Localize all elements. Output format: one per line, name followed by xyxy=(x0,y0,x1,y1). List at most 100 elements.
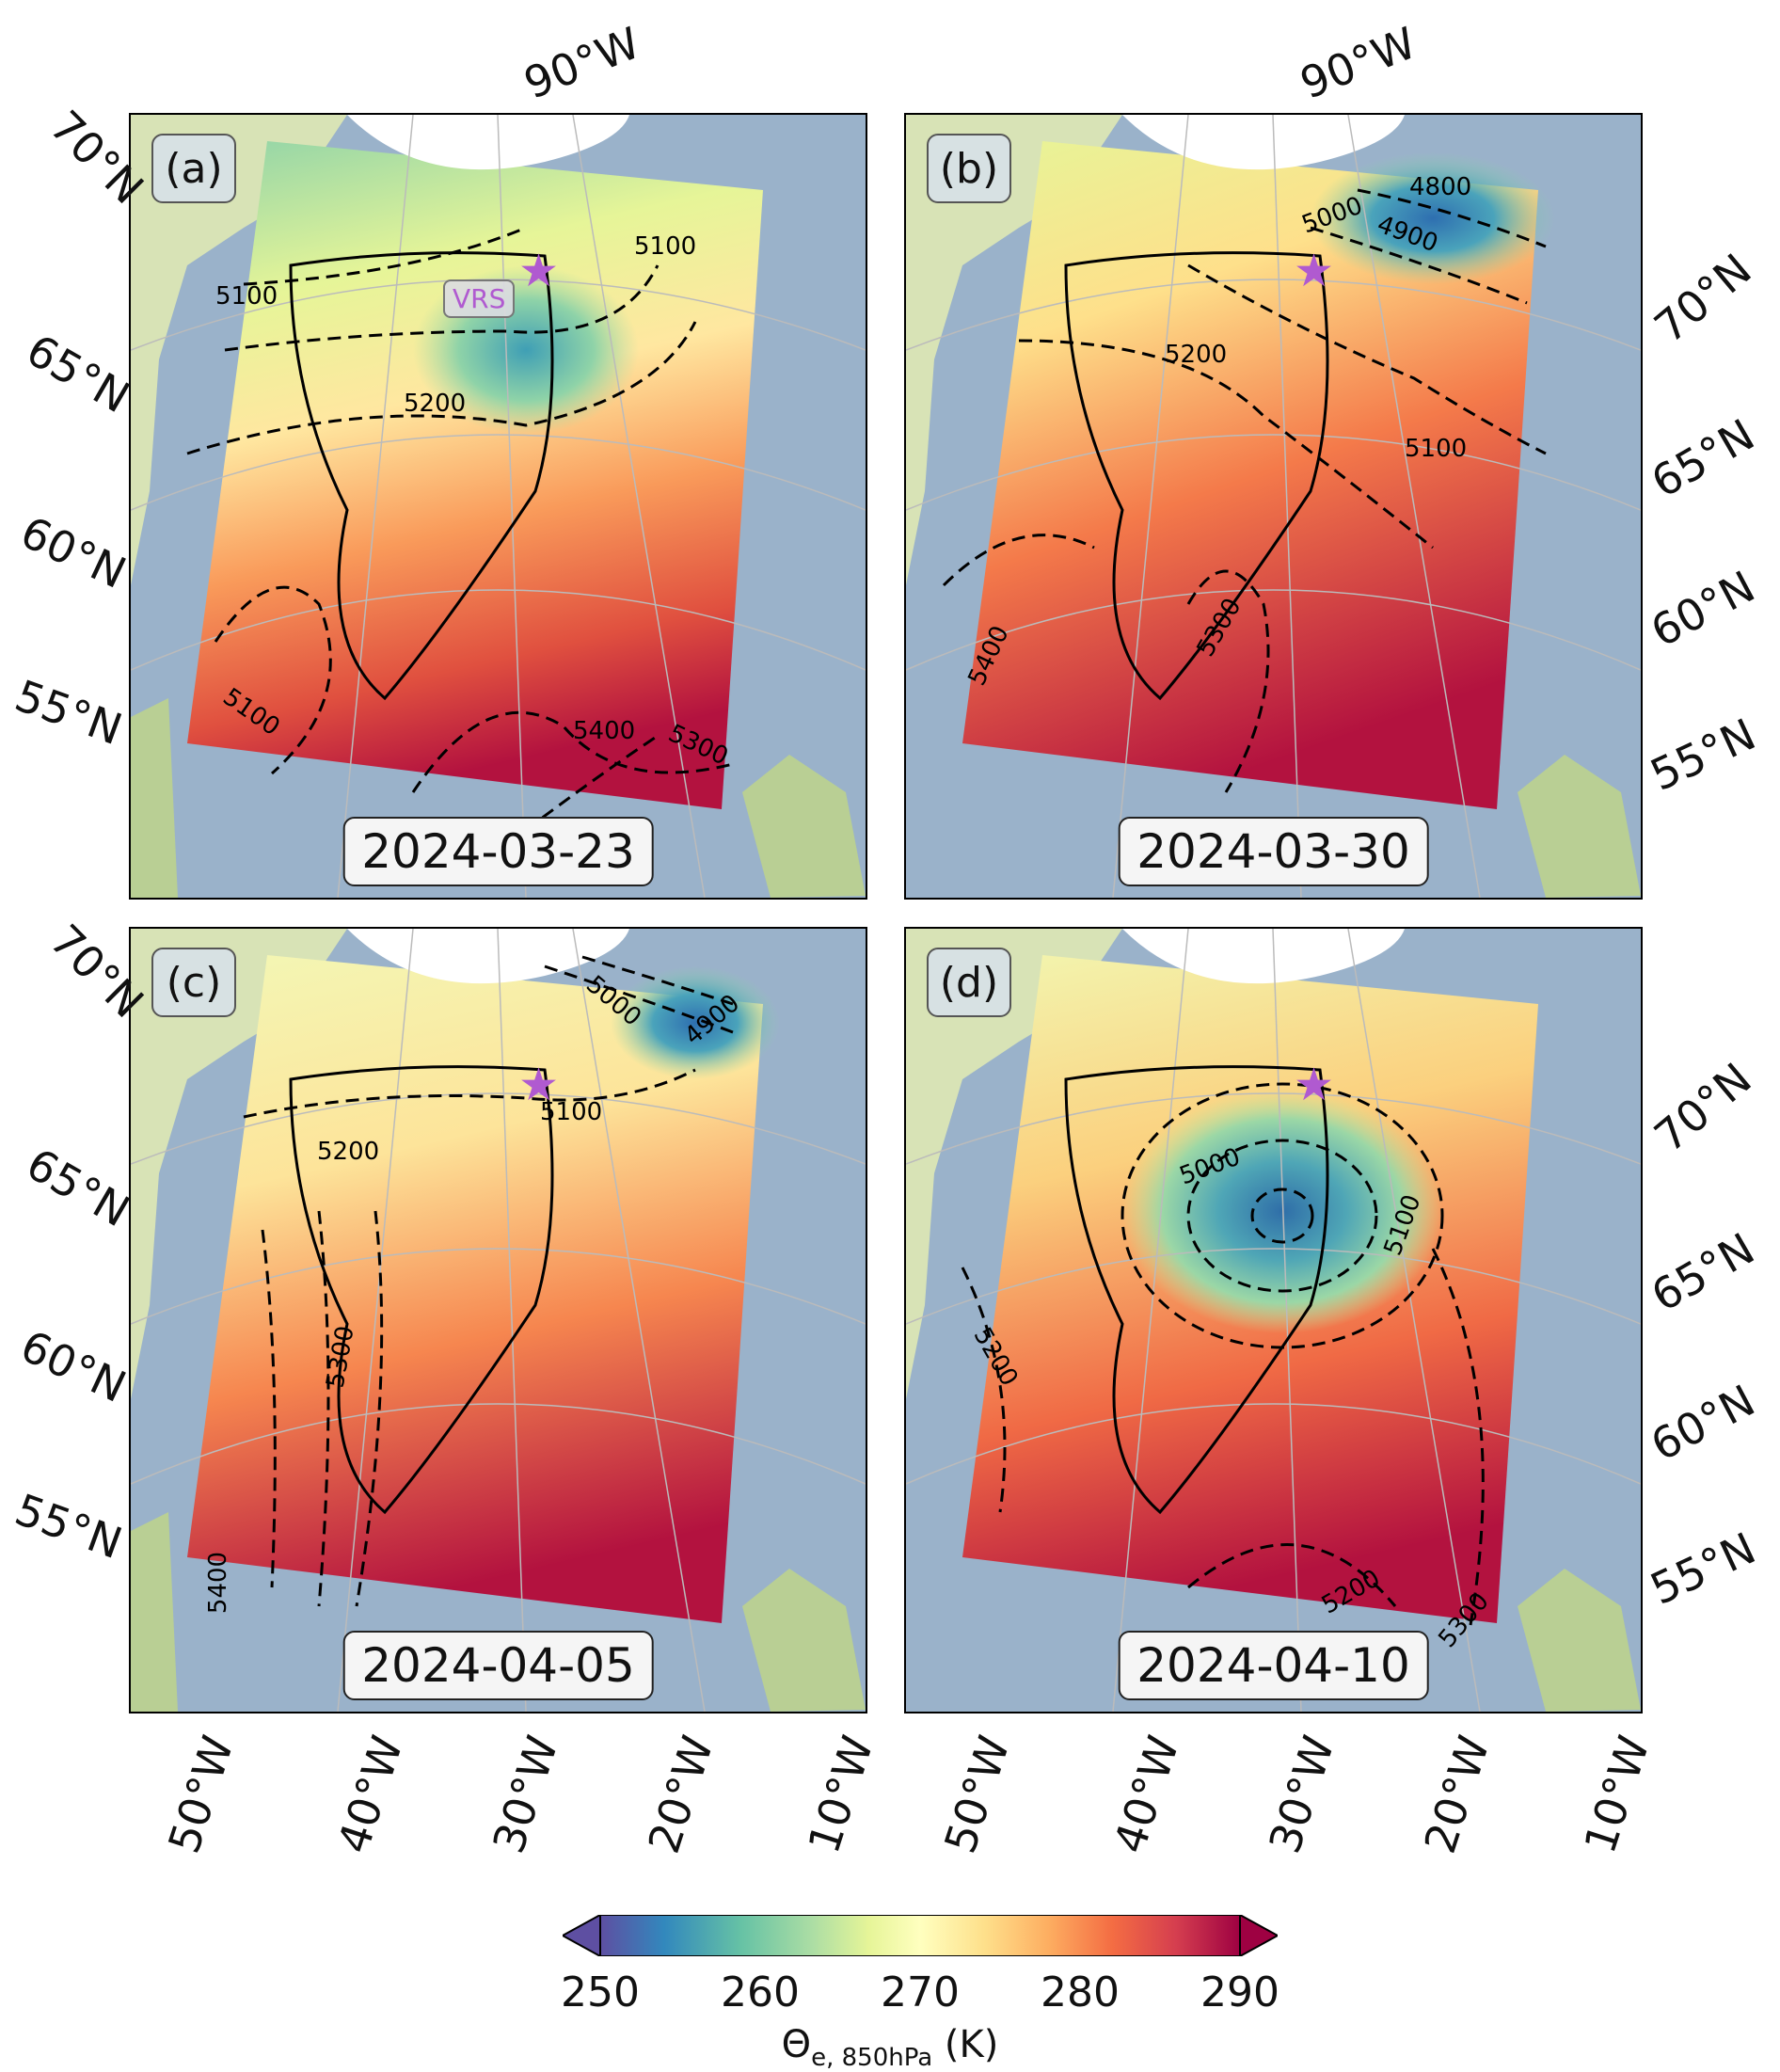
contour-label: 5100 xyxy=(215,282,278,311)
colorbar-max-arrow xyxy=(1239,1915,1278,1956)
lat-label-right: 55°N xyxy=(1643,709,1763,801)
lon-label: 10°W xyxy=(1574,1729,1660,1859)
lon-label: 20°W xyxy=(1414,1729,1500,1859)
cold-anomaly xyxy=(1122,1089,1442,1333)
station-marker: ★ xyxy=(1294,1059,1335,1111)
contour-label: 5100 xyxy=(540,1098,603,1126)
lat-label-left: 60°N xyxy=(13,506,134,598)
land-labrador xyxy=(131,1512,178,1712)
date-box: 2024-03-23 xyxy=(342,817,654,886)
lat-label-right: 60°N xyxy=(1643,1374,1763,1472)
lon-label: 40°W xyxy=(327,1729,413,1859)
graticule xyxy=(131,929,866,1712)
land-europe xyxy=(1518,755,1641,898)
lon-label: 30°W xyxy=(1259,1729,1344,1859)
lat-label-right: 65°N xyxy=(1643,408,1763,508)
lat-label-left: 65°N xyxy=(18,324,138,423)
colorbar-tick: 250 xyxy=(561,1968,640,2016)
lon-label: 50°W xyxy=(158,1729,244,1859)
contour-lines xyxy=(186,226,734,832)
panel-label: (c) xyxy=(151,948,236,1017)
contour-label: 5200 xyxy=(317,1138,380,1166)
contour-lines xyxy=(961,1082,1485,1626)
contour-label: 4800 xyxy=(1409,173,1472,201)
colorbar-label-sub: e, 850hPa xyxy=(811,2044,933,2072)
date-box: 2024-03-30 xyxy=(1118,817,1429,886)
colorbar-label-symbol: Θ xyxy=(781,2023,812,2066)
lat-label-left: 60°N xyxy=(13,1320,134,1412)
contour-label: 5400 xyxy=(204,1551,233,1615)
land-canada xyxy=(906,115,1122,585)
colorbar-label-unit: (K) xyxy=(944,2023,999,2066)
date-box: 2024-04-05 xyxy=(342,1631,654,1700)
station-marker: ★ xyxy=(518,245,560,297)
contour-label: 5100 xyxy=(634,232,697,261)
panel-b: (b) ★ 4800 4900 5000 5200 5100 5400 5300… xyxy=(904,113,1643,900)
contour-lines xyxy=(942,188,1547,793)
colorbar-tick: 290 xyxy=(1200,1968,1279,2016)
map-panel-d xyxy=(906,929,1641,1712)
lat-label-left: 65°N xyxy=(18,1138,138,1237)
polar-cap xyxy=(1122,115,1405,170)
lat-label-right: 60°N xyxy=(1643,560,1763,658)
panel-label: (b) xyxy=(927,134,1011,203)
panel-a: (a) VRS ★ 5100 5100 5200 5100 5400 5300 … xyxy=(129,113,867,900)
map-panel-b xyxy=(906,115,1641,898)
lon-label: 50°W xyxy=(934,1729,1020,1859)
land-labrador xyxy=(131,698,178,898)
land-europe xyxy=(1518,1569,1641,1712)
polar-cap xyxy=(1122,929,1405,984)
map-panel-c xyxy=(131,929,866,1712)
colorbar-tick: 260 xyxy=(721,1968,800,2016)
land-canada xyxy=(131,115,347,585)
lat-label-left: 55°N xyxy=(8,1483,129,1570)
greenland-coast xyxy=(1064,251,1329,701)
contour-label: 5200 xyxy=(404,390,467,418)
contour-label: 5100 xyxy=(1405,435,1468,463)
lon-label: 30°W xyxy=(483,1729,568,1859)
graticule xyxy=(906,929,1641,1712)
lon-label: 20°W xyxy=(638,1729,723,1859)
map-panel-a xyxy=(131,115,866,898)
panel-c: (c) ★ 5000 4900 5100 5200 5300 5400 2024… xyxy=(129,927,867,1713)
panel-d: (d) ★ 5000 5100 5200 5200 5300 2024-04-1… xyxy=(904,927,1643,1713)
polar-cap xyxy=(347,115,629,170)
colorbar-label: Θe, 850hPa (K) xyxy=(782,2023,999,2072)
date-box: 2024-04-10 xyxy=(1118,1631,1429,1700)
lon-label: 10°W xyxy=(798,1729,883,1859)
panel-label: (a) xyxy=(151,134,236,203)
lat-label-left: 55°N xyxy=(8,669,129,756)
graticule xyxy=(906,115,1641,898)
cold-anomaly xyxy=(611,966,780,1079)
lat-label-right: 70°N xyxy=(1645,244,1761,353)
polar-cap xyxy=(347,929,629,984)
field-theta-e xyxy=(962,141,1538,809)
colorbar-tick: 280 xyxy=(1041,1968,1120,2016)
colorbar-min-arrow xyxy=(563,1915,601,1956)
lon-label: 40°W xyxy=(1104,1729,1189,1859)
lat-label-right: 70°N xyxy=(1645,1053,1761,1162)
contour-lines xyxy=(243,955,734,1607)
greenland-coast xyxy=(289,251,554,701)
colorbar-gradient xyxy=(599,1915,1241,1956)
station-marker: ★ xyxy=(518,1059,560,1111)
station-marker: ★ xyxy=(1294,245,1335,297)
lat-label-right: 65°N xyxy=(1643,1222,1763,1322)
contour-label: 5200 xyxy=(1165,341,1228,369)
colorbar-tick: 270 xyxy=(881,1968,960,2016)
station-label: VRS xyxy=(443,279,516,318)
top-lon-label: 90°W xyxy=(517,17,647,109)
top-lon-label: 90°W xyxy=(1293,17,1423,109)
field-theta-e xyxy=(187,955,763,1623)
land-canada xyxy=(131,929,347,1399)
colorbar xyxy=(563,1915,1278,1956)
land-europe xyxy=(742,1569,866,1712)
greenland-coast xyxy=(1064,1065,1329,1515)
land-europe xyxy=(742,755,866,898)
panel-label: (d) xyxy=(927,948,1011,1017)
lat-label-right: 55°N xyxy=(1643,1522,1763,1615)
graticule xyxy=(131,115,866,898)
land-canada xyxy=(906,929,1122,1399)
greenland-coast xyxy=(289,1065,554,1515)
contour-label: 5400 xyxy=(573,717,636,745)
